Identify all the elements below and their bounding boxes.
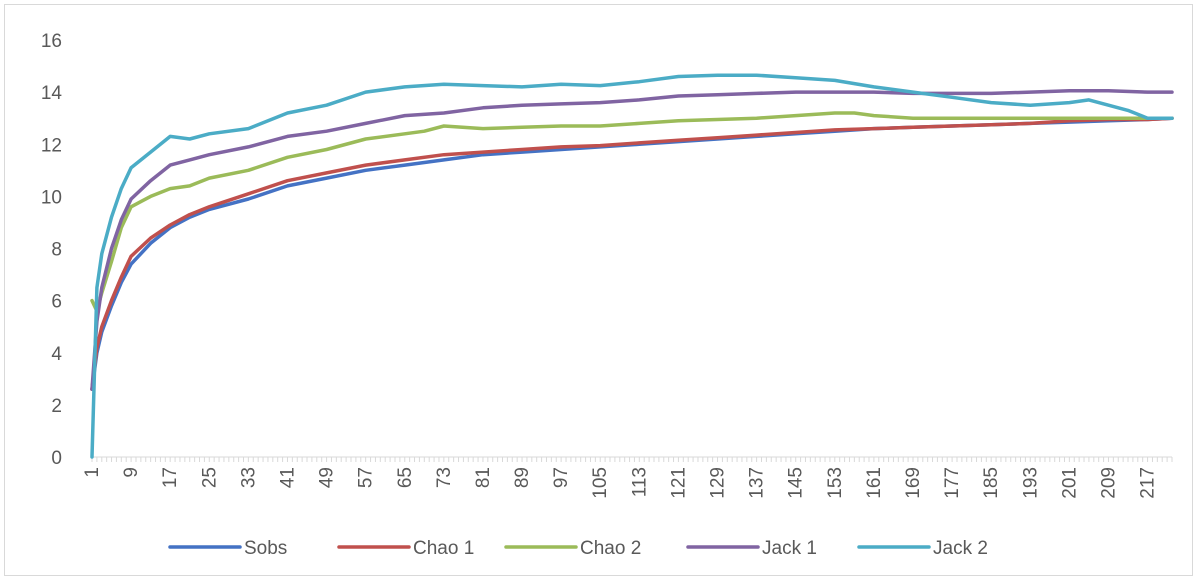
x-tick-label: 201	[1059, 467, 1080, 499]
legend-label: Sobs	[244, 538, 287, 559]
x-tick-label: 89	[512, 467, 533, 488]
x-tick-label: 25	[199, 467, 220, 488]
x-tick-label: 33	[238, 467, 259, 488]
y-tick-label: 0	[51, 448, 62, 469]
y-tick-label: 10	[41, 187, 62, 208]
chart-frame	[4, 4, 1193, 576]
series-line-jack-1	[90, 89, 1174, 391]
x-tick-label: 169	[903, 467, 924, 499]
series-lines	[90, 73, 1174, 459]
x-tick-label: 65	[395, 467, 416, 488]
x-tick-label: 193	[1020, 467, 1041, 499]
series-line-chao-2	[90, 111, 1174, 313]
x-tick-label: 161	[864, 467, 885, 499]
x-tick-label: 41	[277, 467, 298, 488]
y-tick-label: 8	[51, 240, 62, 261]
x-tick-label: 73	[434, 467, 455, 488]
x-tick-label: 9	[121, 467, 142, 478]
y-tick-label: 16	[41, 31, 62, 52]
x-tick-label: 97	[551, 467, 572, 488]
x-axis-ticks: 1 9 17 25 33 41 49 57 65 73 81 89 97 105 113 121 129 137 1…	[82, 467, 1159, 499]
x-tick-label: 129	[708, 467, 729, 499]
y-tick-label: 4	[51, 344, 62, 365]
x-tick-label: 137	[747, 467, 768, 499]
series-line-chao-1	[90, 116, 1174, 391]
legend-label: Jack 1	[762, 538, 817, 559]
y-tick-label: 12	[41, 135, 62, 156]
y-tick-label: 6	[51, 292, 62, 313]
x-tick-label: 17	[160, 467, 181, 488]
legend-label: Jack 2	[933, 538, 988, 559]
y-axis-ticks: 0 2 4 6 8 10 12 14 16	[41, 31, 63, 469]
legend-label: Chao 2	[580, 538, 641, 559]
legend: Sobs Chao 1 Chao 2 Jack 1 Jack 2	[168, 538, 988, 559]
x-tick-label: 121	[668, 467, 689, 499]
legend-label: Chao 1	[413, 538, 474, 559]
x-tick-label: 49	[317, 467, 338, 488]
x-tick-label: 57	[356, 467, 377, 488]
x-tick-label: 1	[82, 467, 103, 478]
x-axis	[91, 456, 1173, 462]
series-line-sobs	[90, 116, 1174, 391]
x-tick-label: 105	[590, 467, 611, 499]
x-tick-label: 217	[1138, 467, 1159, 499]
x-tick-label: 153	[825, 467, 846, 499]
y-tick-label: 2	[51, 396, 62, 417]
x-tick-label: 209	[1098, 467, 1119, 499]
series-line-jack-2	[90, 73, 1174, 459]
x-tick-label: 81	[473, 467, 494, 488]
y-tick-label: 14	[41, 83, 63, 104]
x-tick-label: 185	[981, 467, 1002, 499]
x-tick-label: 113	[629, 467, 650, 497]
x-tick-label: 177	[942, 467, 963, 499]
x-tick-label: 145	[786, 467, 807, 499]
